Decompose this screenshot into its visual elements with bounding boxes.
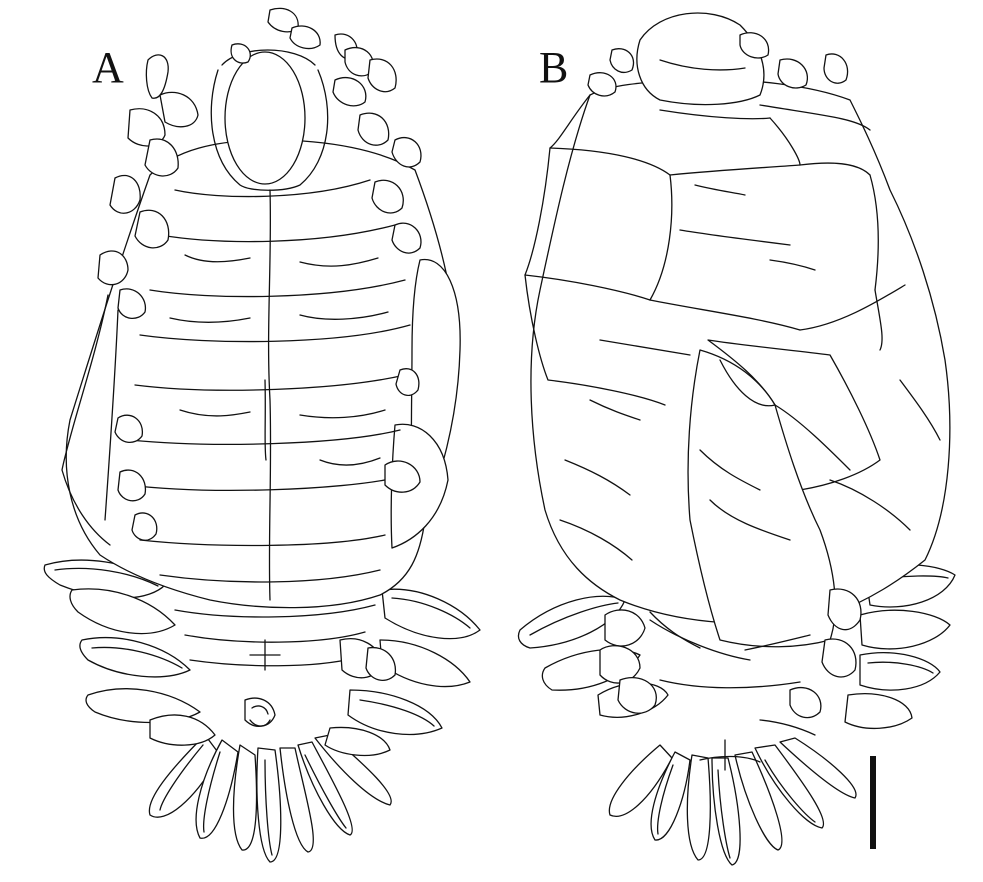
scale-bar [870,756,876,849]
specimen-a-head [224,51,306,185]
specimen-a-pereopods-right [332,47,422,493]
specimen-b-pleotelson-rays [608,737,857,866]
specimen-a [43,7,481,863]
specimen-a-lateral-plates-right [324,588,481,757]
specimen-a-segment-lines [127,179,411,667]
panel-label-b: B [539,43,569,92]
specimen-b [517,12,956,866]
specimen-b-lateral-plates-right [844,563,956,730]
specimen-a-pleotelson-rays [148,734,392,863]
panel-label-a: A [92,43,124,92]
specimen-b-head [636,12,765,106]
specimen-a-pereopods-left [97,54,199,541]
